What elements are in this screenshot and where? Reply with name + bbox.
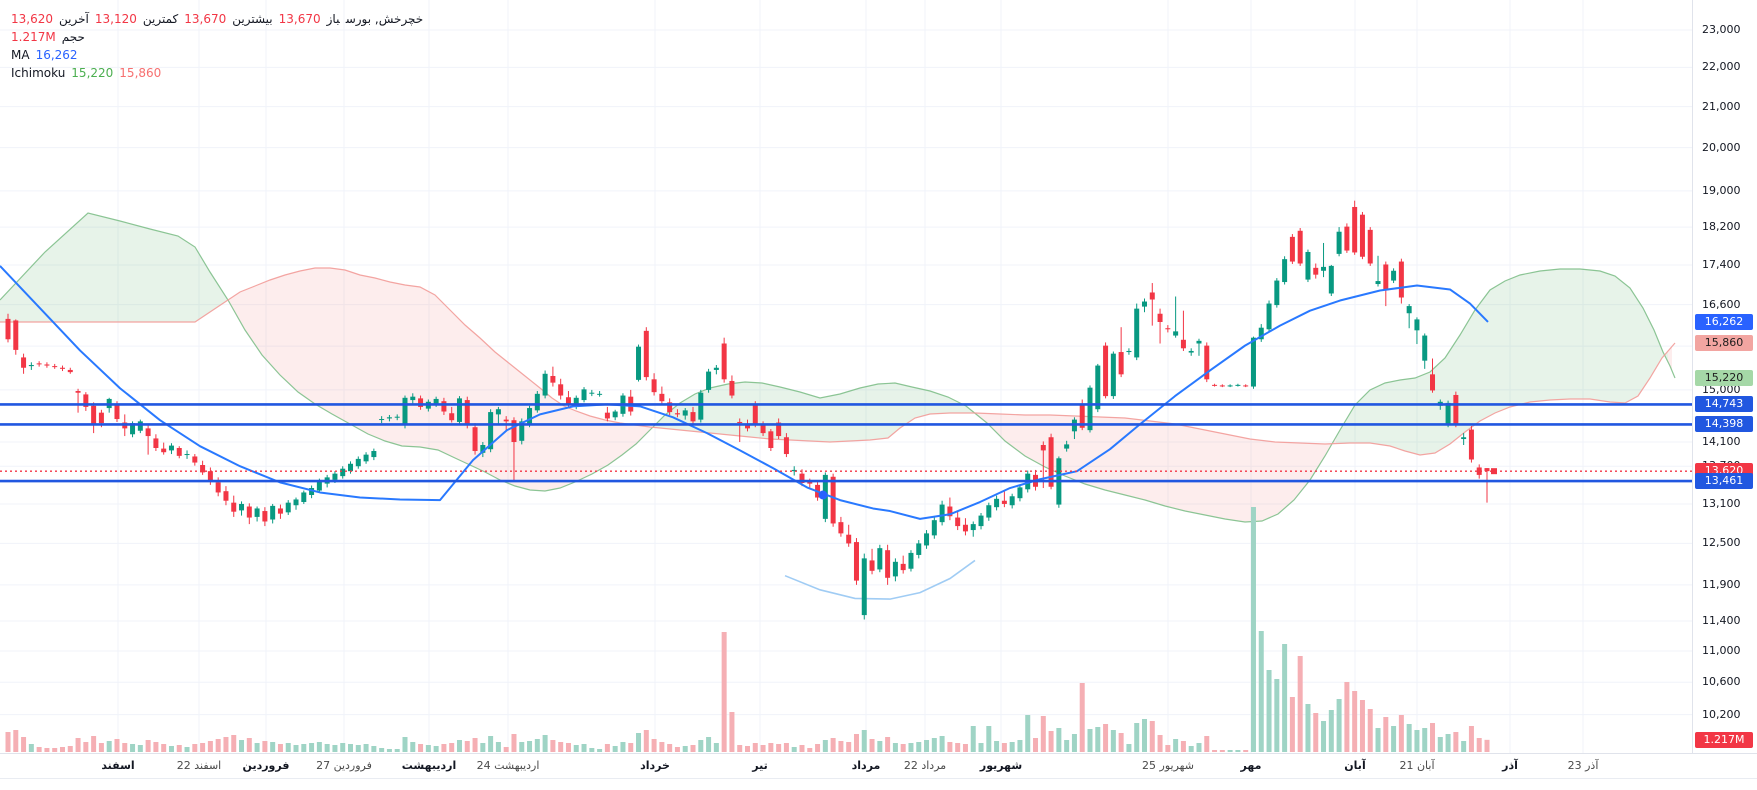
ichimoku-cloud — [0, 212, 1676, 523]
price-tick-label: 11,400 — [1702, 613, 1741, 627]
price-tick-label: 11,000 — [1702, 644, 1741, 658]
legend-volume-row: حجم 1.217M — [8, 28, 88, 46]
last-value: 13,620 — [11, 12, 53, 26]
legend-ma-row: MA 16,262 — [8, 46, 426, 64]
price-tick-label: 10,600 — [1702, 675, 1741, 689]
secondary-ma-line — [784, 559, 976, 600]
high-value: 13,670 — [184, 12, 227, 26]
chart-canvas[interactable] — [0, 0, 1692, 753]
time-axis-label: 27 فروردین — [316, 759, 372, 772]
volume-bars — [5, 507, 1490, 752]
price-tick-label: 12,500 — [1702, 536, 1741, 550]
gridlines — [0, 0, 1692, 753]
price-badge: 14,743 — [1695, 396, 1753, 413]
ma-label: MA — [11, 48, 30, 62]
open-label: باز — [326, 12, 340, 26]
price-tick-label: 19,000 — [1702, 183, 1741, 197]
time-axis-label: مرداد — [851, 759, 881, 772]
price-tick-label: 10,200 — [1702, 707, 1741, 721]
low-label: کمترین — [142, 12, 179, 26]
legend-overlay: خچرخش, بورس باز 13,670 بیشترین 13,670 کمتر… — [8, 10, 426, 82]
time-axis-label: 22 اسفند — [176, 759, 222, 772]
legend-ohlc-row: خچرخش, بورس باز 13,670 بیشترین 13,670 کمتر… — [8, 10, 426, 28]
time-axis-label: آذر — [1502, 759, 1518, 772]
time-axis-label: 21 آبان — [1399, 759, 1435, 772]
price-axis[interactable]: 23,000 22,000 21,000 20,000 19,000 18,200 17,4… — [1692, 0, 1757, 753]
time-axis-label: شهریور — [979, 759, 1023, 772]
legend-ichimoku-row: Ichimoku 15,220 15,860 — [8, 64, 426, 82]
low-value: 13,120 — [94, 12, 137, 26]
price-tick-label: 17,400 — [1702, 257, 1741, 271]
open-value: 13,670 — [278, 12, 321, 26]
time-axis[interactable]: اسفند 22 اسفند فروردین 27 فروردین اردیبهشت 24… — [0, 753, 1757, 779]
price-tick-label: 14,100 — [1702, 435, 1741, 448]
time-axis-label: 25 شهریور — [1142, 759, 1194, 772]
price-badge: 16,262 — [1695, 313, 1753, 330]
chart-plot-area[interactable]: خچرخش, بورس باز 13,670 بیشترین 13,670 کمتر… — [0, 0, 1692, 753]
price-badge: 15,220 — [1695, 369, 1753, 386]
price-tick-label: 15,000 — [1702, 382, 1741, 396]
price-badge: 1.217M — [1695, 732, 1753, 748]
price-tick-label: 16,600 — [1702, 297, 1741, 311]
price-tick-label: 11,900 — [1702, 577, 1741, 591]
high-label: بیشترین — [232, 12, 273, 26]
price-tick-label: 23,000 — [1702, 23, 1741, 36]
price-tick-label: 21,000 — [1702, 99, 1741, 113]
time-axis-label: تیر — [752, 759, 768, 772]
time-axis-label: 22 مرداد — [903, 759, 947, 772]
marker-dot[interactable] — [818, 490, 828, 500]
time-axis-label: خرداد — [640, 759, 670, 772]
line-anchor-square[interactable] — [1491, 468, 1497, 475]
time-axis-label: 24 اردیبهشت — [476, 759, 540, 772]
last-label: آخرین — [59, 12, 89, 26]
ma-value: 16,262 — [35, 48, 78, 62]
price-badge: 14,398 — [1695, 416, 1753, 433]
time-axis-label: آبان — [1344, 759, 1366, 772]
senkou-a-line — [0, 212, 1676, 523]
price-tick-label: 20,000 — [1702, 140, 1741, 154]
ichimoku-label: Ichimoku — [11, 66, 66, 80]
price-tick-label: 22,000 — [1702, 60, 1741, 74]
price-badge: 15,860 — [1695, 334, 1753, 351]
price-tick-label: 18,200 — [1702, 220, 1741, 234]
ichimoku-red-value: 15,860 — [119, 66, 162, 80]
time-axis-label: 23 آذر — [1567, 759, 1599, 772]
horizontal-level-lines[interactable] — [0, 403, 1692, 483]
time-axis-label: اردیبهشت — [401, 759, 457, 772]
volume-label: حجم — [61, 30, 85, 44]
senkou-b-line — [0, 267, 1676, 456]
volume-value: 1.217M — [11, 30, 56, 44]
symbol-name[interactable]: خچرخش, بورس — [345, 12, 424, 26]
price-badge: 13,461 — [1695, 473, 1753, 490]
time-axis-label: مهر — [1240, 759, 1262, 772]
last-price-line — [0, 468, 1692, 475]
time-axis-label: اسفند — [101, 759, 135, 772]
price-tick-label: 13,100 — [1702, 496, 1741, 510]
ichimoku-green-value: 15,220 — [71, 66, 114, 80]
time-axis-label: فروردین — [242, 759, 290, 772]
